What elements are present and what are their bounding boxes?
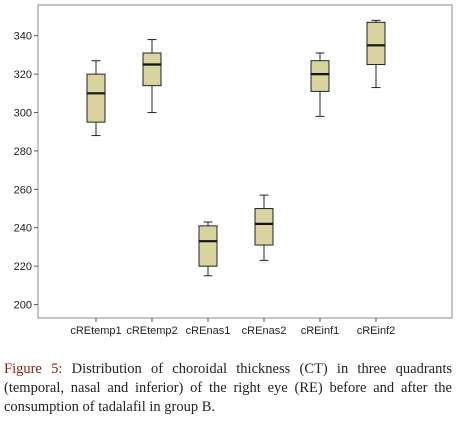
caption-text: Distribution of choroidal thickness (CT)… [4,361,453,416]
chart: 200 220 240 260 280 300 320 340 cREtemp1 cREtemp… [14,4,453,337]
caption-label: Figure 5: [4,361,63,377]
box-series [86,19,386,277]
x-axis: cREtemp1 cREtemp2 cREnas1 cREnas2 cREinf1 cRE… [70,318,395,337]
interquartile-box [366,21,386,66]
x-tick-label: cREnas2 [242,325,287,337]
interquartile-box [310,60,330,92]
y-axis: 200 220 240 260 280 300 320 340 [14,31,38,312]
box-cREinf2 [366,19,386,89]
interquartile-box [254,208,274,246]
x-tick-label: cREinf1 [301,325,340,337]
y-tick-label: 220 [14,261,32,273]
x-tick-label: cREnas1 [186,325,231,337]
plot-frame [37,4,453,319]
y-tick-label: 200 [14,300,32,312]
box-cREnas2 [254,194,274,261]
interquartile-box [86,73,106,123]
x-tick-label: cREtemp1 [70,325,121,337]
y-tick-label: 260 [14,184,32,196]
box-cREinf1 [310,52,330,117]
interquartile-box [142,52,162,87]
y-tick-label: 320 [14,69,32,81]
interquartile-box [198,225,218,267]
y-tick-label: 240 [14,223,32,235]
y-tick-label: 280 [14,146,32,158]
box-cREtemp1 [86,60,106,137]
figure-caption: Figure 5: Distribution of choroidal thic… [4,360,452,417]
y-tick-label: 300 [14,108,32,120]
y-tick-label: 340 [14,31,32,43]
x-tick-label: cREtemp2 [126,325,177,337]
x-tick-label: cREinf2 [357,325,396,337]
box-cREnas1 [198,221,218,277]
box-cREtemp2 [142,39,162,114]
